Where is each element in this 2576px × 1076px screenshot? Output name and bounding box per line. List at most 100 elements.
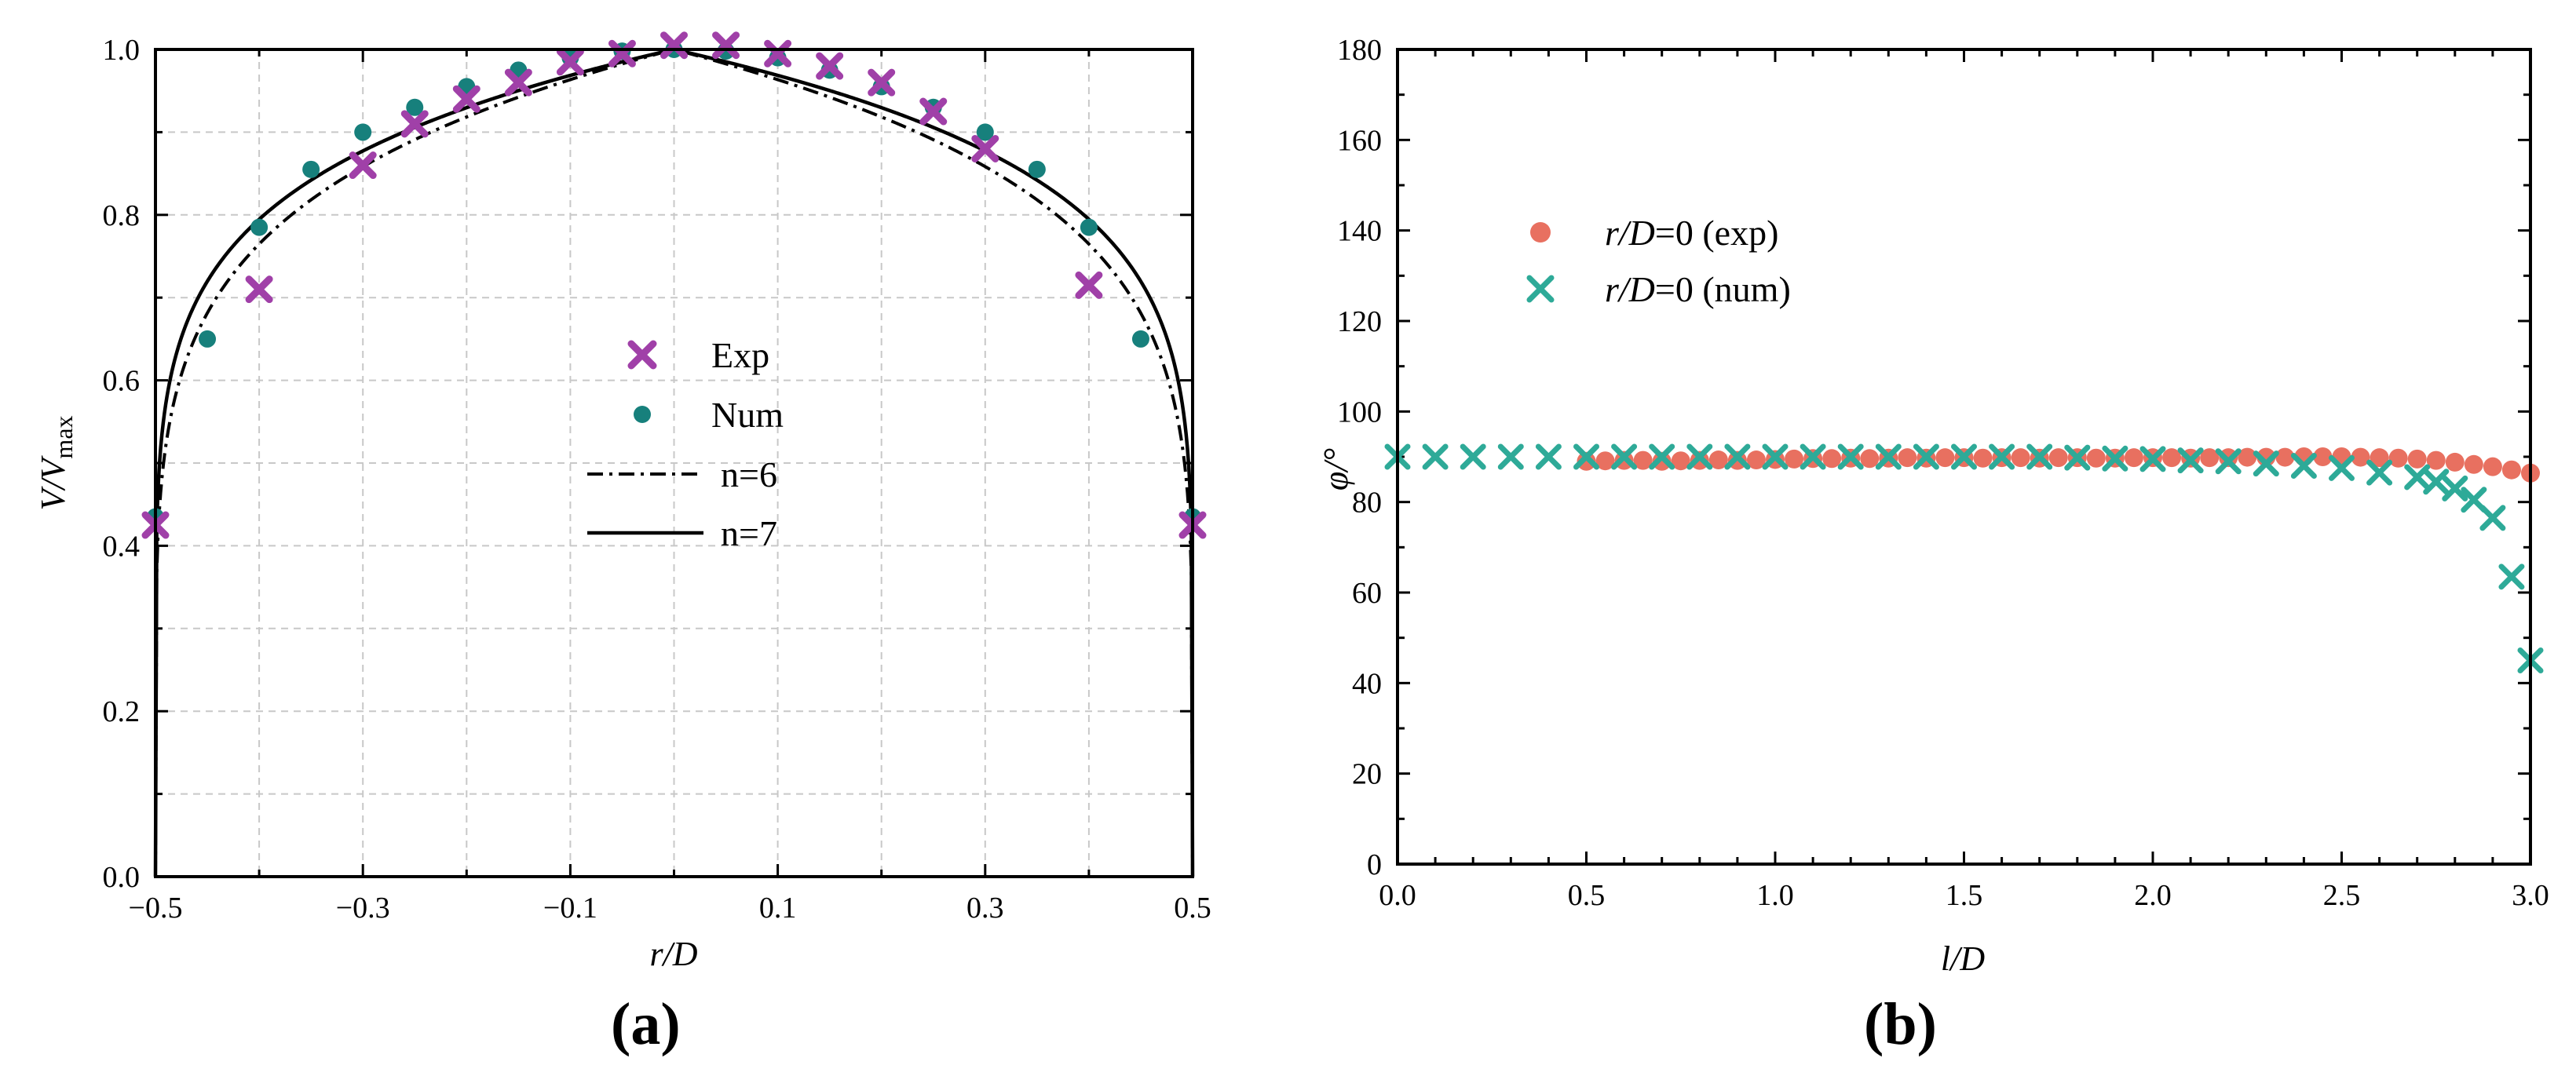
panel-b-chart: 0.0 0.5 1.0 1.5 2.0 2.5 3.0 0 20 40 60 80 100 120 140 1… bbox=[1317, 34, 2549, 1057]
exp-point bbox=[245, 275, 273, 304]
panel-b-label: (b) bbox=[1864, 991, 1937, 1057]
panel-b-legend: r/D=0 (exp) r/D=0 (num) bbox=[1526, 213, 1791, 309]
exp-point bbox=[2048, 448, 2068, 468]
exp-point bbox=[452, 85, 480, 113]
exp-point bbox=[556, 48, 584, 76]
num-point bbox=[2366, 459, 2393, 486]
num-point bbox=[2290, 453, 2317, 480]
num-point bbox=[2064, 444, 2091, 471]
exp-point bbox=[2445, 452, 2465, 472]
num-point bbox=[1080, 218, 1098, 236]
exp-point bbox=[816, 52, 844, 80]
num-point bbox=[2253, 450, 2279, 477]
legend-label-n7: n=7 bbox=[721, 513, 777, 553]
exp-point bbox=[1075, 271, 1103, 299]
x-tick-label: 2.5 bbox=[2323, 879, 2361, 912]
num-point bbox=[2139, 446, 2166, 472]
num-point bbox=[354, 123, 372, 141]
y-tick-label: 1.0 bbox=[103, 34, 141, 67]
y-tick-label: 0.6 bbox=[103, 365, 141, 398]
num-point bbox=[2102, 445, 2128, 472]
y-tick-label: 0.4 bbox=[103, 530, 141, 563]
exp-point bbox=[660, 31, 688, 60]
x-tick-label: 0.0 bbox=[1379, 879, 1416, 912]
num-point bbox=[199, 330, 217, 348]
exp-point bbox=[2426, 450, 2446, 470]
num-point bbox=[1762, 443, 1789, 470]
panel-a-tick-labels: −0.5 −0.3 −0.1 0.1 0.3 0.5 0.0 0.2 0.4 0.6 0.8 1.0 bbox=[103, 34, 1211, 925]
exp-point bbox=[2086, 448, 2106, 468]
x-tick-label: 2.0 bbox=[2134, 879, 2172, 912]
num-point bbox=[1724, 443, 1751, 470]
num-point bbox=[976, 123, 994, 141]
exp-point bbox=[919, 97, 948, 126]
legend-label-num: Num bbox=[711, 395, 784, 435]
exp-point bbox=[1860, 449, 1880, 469]
num-point bbox=[1800, 443, 1826, 470]
exp-point bbox=[1935, 448, 1955, 468]
x-tick-label: 0.5 bbox=[1174, 892, 1211, 925]
exp-point bbox=[1746, 450, 1766, 470]
exp-point bbox=[1671, 451, 1690, 471]
num-point bbox=[406, 98, 424, 116]
num-point bbox=[2479, 505, 2506, 531]
panel-b-data-markers bbox=[1384, 443, 2544, 673]
x-tick-label: 3.0 bbox=[2512, 879, 2549, 912]
num-point bbox=[250, 218, 269, 236]
panel-b-tick-labels: 0.0 0.5 1.0 1.5 2.0 2.5 3.0 0 20 40 60 80 100 120 140 1… bbox=[1337, 34, 2549, 912]
panel-a-frame bbox=[154, 48, 1194, 878]
x-tick-label: 0.3 bbox=[966, 892, 1004, 925]
y-tick-label: 0.0 bbox=[103, 861, 141, 894]
exp-point bbox=[2275, 447, 2295, 467]
exp-point bbox=[1898, 448, 1917, 468]
legend-label-num: r/D=0 (num) bbox=[1605, 269, 1791, 309]
legend-marker-exp bbox=[627, 340, 657, 370]
num-point bbox=[1535, 443, 1562, 470]
num-point bbox=[1611, 443, 1638, 470]
exp-point bbox=[2501, 460, 2521, 480]
legend-label-n6: n=6 bbox=[721, 454, 777, 494]
exp-point bbox=[764, 39, 792, 67]
num-point bbox=[2177, 447, 2204, 474]
y-tick-label: 160 bbox=[1337, 124, 1382, 157]
y-tick-label: 0 bbox=[1367, 848, 1382, 881]
panel-a-x-axis-title: r/D bbox=[649, 935, 697, 973]
exp-point bbox=[2200, 448, 2220, 468]
panel-a-grid bbox=[155, 49, 1193, 877]
y-tick-label: 140 bbox=[1337, 215, 1382, 248]
exp-point bbox=[2313, 447, 2333, 466]
num-point bbox=[1875, 443, 1902, 470]
legend-label-exp: r/D=0 (exp) bbox=[1605, 213, 1778, 253]
exp-point bbox=[400, 110, 429, 138]
num-point bbox=[1422, 443, 1449, 470]
x-tick-label: −0.3 bbox=[336, 892, 390, 925]
exp-point bbox=[504, 68, 532, 97]
exp-point bbox=[349, 151, 377, 180]
exp-point bbox=[712, 31, 740, 60]
y-tick-label: 80 bbox=[1352, 487, 1382, 520]
num-point bbox=[1497, 443, 1524, 470]
x-tick-label: −0.5 bbox=[129, 892, 183, 925]
legend-marker-num bbox=[1526, 275, 1555, 303]
x-tick-label: 0.5 bbox=[1568, 879, 1606, 912]
num-point bbox=[2215, 448, 2242, 475]
exp-point bbox=[1822, 449, 1842, 469]
exp-point bbox=[2238, 447, 2257, 467]
panel-a-y-axis-title: V/Vmax bbox=[34, 415, 78, 510]
exp-point bbox=[1708, 450, 1728, 470]
y-tick-label: 60 bbox=[1352, 577, 1382, 610]
y-tick-label: 120 bbox=[1337, 305, 1382, 338]
x-tick-label: 1.5 bbox=[1946, 879, 1983, 912]
exp-point bbox=[868, 68, 896, 97]
exp-point bbox=[2388, 448, 2408, 468]
num-point bbox=[1028, 160, 1046, 178]
num-point bbox=[1686, 443, 1713, 470]
panel-b-x-axis-title: l/D bbox=[1941, 939, 1985, 978]
num-point bbox=[2423, 469, 2450, 495]
exp-point bbox=[1973, 448, 1993, 468]
num-point bbox=[2498, 564, 2525, 590]
legend-marker-num bbox=[634, 406, 651, 423]
exp-point bbox=[608, 39, 636, 67]
